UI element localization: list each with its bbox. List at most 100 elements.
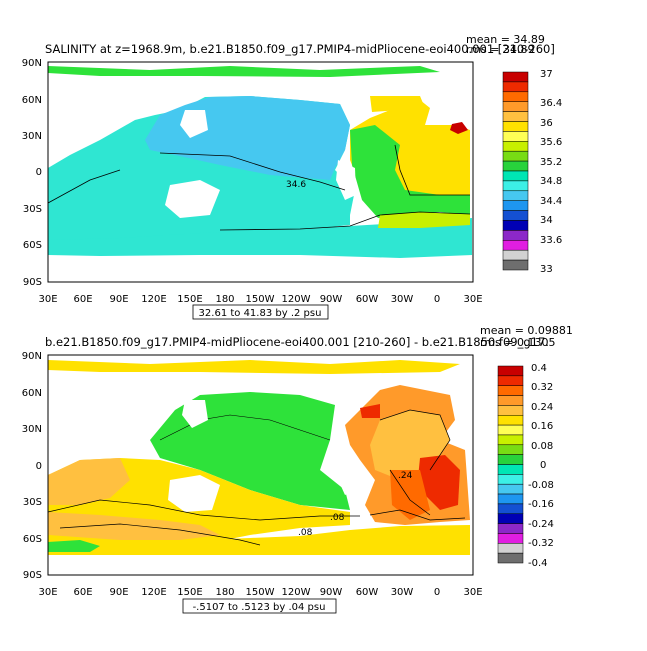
colorbar-label: 35.2 <box>540 157 562 168</box>
lon-tick: 30W <box>391 587 414 598</box>
colorbar-label: 37 <box>540 69 553 80</box>
colorbar-label: 0.32 <box>531 382 553 393</box>
panel-2-contour-label: .24 <box>398 471 413 481</box>
colorbar-swatch <box>497 424 524 436</box>
colorbar-label: 34.8 <box>540 176 562 187</box>
panel-1-lon-ticks: 30E 60E 90E 120E 150E 180 150W 120W 90W … <box>38 294 482 305</box>
lon-tick: 150W <box>246 294 275 305</box>
colorbar-swatch <box>497 513 524 524</box>
panel-2-contour-label: .08 <box>298 528 313 538</box>
colorbar-label: -0.32 <box>528 538 554 549</box>
panel-2-title: b.e21.B1850.f09_g17.PMIP4-midPliocene-eo… <box>45 335 549 349</box>
lon-tick: 0 <box>434 587 440 598</box>
lon-tick: 90E <box>109 587 128 598</box>
colorbar-label: 33 <box>540 264 553 275</box>
lon-tick: 120E <box>141 294 166 305</box>
lat-tick: 60N <box>22 388 42 399</box>
colorbar-swatch <box>502 230 529 241</box>
lon-tick: 120W <box>282 294 311 305</box>
colorbar-swatch <box>497 434 524 446</box>
lon-tick: 30W <box>391 294 414 305</box>
colorbar-label: 34 <box>540 215 553 226</box>
colorbar-swatch <box>502 141 529 152</box>
lon-tick: 120W <box>282 587 311 598</box>
panel-1-range-text: 32.61 to 41.83 by .2 psu <box>199 308 322 319</box>
colorbar-label: 34.4 <box>540 196 562 207</box>
panel-2-colorbar-labels: 0.4 0.32 0.24 0.16 0.08 0 -0.08 -0.16 -0… <box>528 363 554 569</box>
panel-2-lon-ticks: 30E 60E 90E 120E 150E 180 150W 120W 90W … <box>38 587 482 598</box>
colorbar-swatch <box>502 220 529 231</box>
colorbar-swatch <box>497 375 524 386</box>
panel-1-map: 34.6 <box>47 61 474 283</box>
lon-tick: 90W <box>320 294 343 305</box>
lon-tick: 180 <box>215 294 234 305</box>
colorbar-swatch <box>497 365 524 377</box>
panel-1-contour-label: 34.6 <box>286 180 306 190</box>
colorbar-label: -0.16 <box>528 499 554 510</box>
colorbar-label: 0.16 <box>531 421 553 432</box>
colorbar-swatch <box>502 111 529 122</box>
colorbar-swatch <box>497 385 524 396</box>
panel-1-lat-ticks: 90N 60N 30N 0 30S 60S 90S <box>22 58 42 288</box>
lat-tick: 60N <box>22 95 42 106</box>
colorbar-swatch <box>497 395 524 406</box>
colorbar-swatch <box>497 415 524 426</box>
panel-1-mean: mean = 34.89 <box>466 33 545 46</box>
colorbar-swatch <box>497 444 524 455</box>
lon-tick: 30E <box>38 587 57 598</box>
colorbar-swatch <box>502 160 529 172</box>
lat-tick: 0 <box>36 167 42 178</box>
colorbar-swatch <box>497 533 524 544</box>
colorbar-swatch <box>502 131 529 142</box>
lon-tick: 60E <box>73 587 92 598</box>
panel-1: SALINITY at z=1968.9m, b.e21.B1850.f09_g… <box>22 33 562 320</box>
colorbar-swatch <box>502 170 529 182</box>
colorbar-swatch <box>502 190 529 201</box>
lat-tick: 0 <box>36 461 42 472</box>
lon-tick: 60E <box>73 294 92 305</box>
panel-1-colorbar-labels: 37 36.4 36 35.6 35.2 34.8 34.4 34 33.6 3… <box>540 69 562 275</box>
colorbar-swatch <box>497 523 524 534</box>
panel-1-colorbar <box>502 71 529 271</box>
colorbar-swatch <box>497 454 524 465</box>
colorbar-swatch <box>502 81 529 93</box>
colorbar-label: 35.6 <box>540 137 562 148</box>
colorbar-swatch <box>497 464 524 475</box>
colorbar-swatch <box>502 180 529 192</box>
colorbar-swatch <box>502 91 529 102</box>
colorbar-label: -0.08 <box>528 480 554 491</box>
lat-tick: 90S <box>23 570 42 581</box>
lon-tick: 150E <box>177 294 202 305</box>
panel-1-rms: rms = 34.89 <box>466 43 534 56</box>
panel-2-range-text: -.5107 to .5123 by .04 psu <box>193 602 326 613</box>
colorbar-swatch <box>502 150 529 162</box>
lon-tick: 30E <box>463 294 482 305</box>
panel-2-mean: mean = 0.09881 <box>480 324 573 337</box>
colorbar-swatch <box>502 71 529 83</box>
colorbar-swatch <box>502 210 529 221</box>
colorbar-swatch <box>497 474 524 485</box>
colorbar-label: -0.24 <box>528 519 554 530</box>
colorbar-label: 33.6 <box>540 235 562 246</box>
lat-tick: 30N <box>22 424 42 435</box>
panel-2-rms: rms = 0.1305 <box>480 336 555 349</box>
colorbar-swatch <box>502 240 529 251</box>
lon-tick: 60W <box>356 294 379 305</box>
lat-tick: 30N <box>22 131 42 142</box>
colorbar-swatch <box>497 552 524 564</box>
panel-2-map: .08 .08 .24 <box>47 354 474 576</box>
lat-tick: 60S <box>23 240 42 251</box>
lat-tick: 60S <box>23 534 42 545</box>
lon-tick: 180 <box>215 587 234 598</box>
colorbar-swatch <box>502 200 529 211</box>
lat-tick: 30S <box>23 497 42 508</box>
lon-tick: 30E <box>463 587 482 598</box>
lon-tick: 90W <box>320 587 343 598</box>
colorbar-swatch <box>497 493 524 505</box>
lon-tick: 0 <box>434 294 440 305</box>
colorbar-swatch <box>497 503 524 514</box>
panel-2: b.e21.B1850.f09_g17.PMIP4-midPliocene-eo… <box>22 324 573 614</box>
colorbar-label: 36.4 <box>540 98 562 109</box>
colorbar-label: 0.4 <box>531 363 547 374</box>
lat-tick: 30S <box>23 204 42 215</box>
